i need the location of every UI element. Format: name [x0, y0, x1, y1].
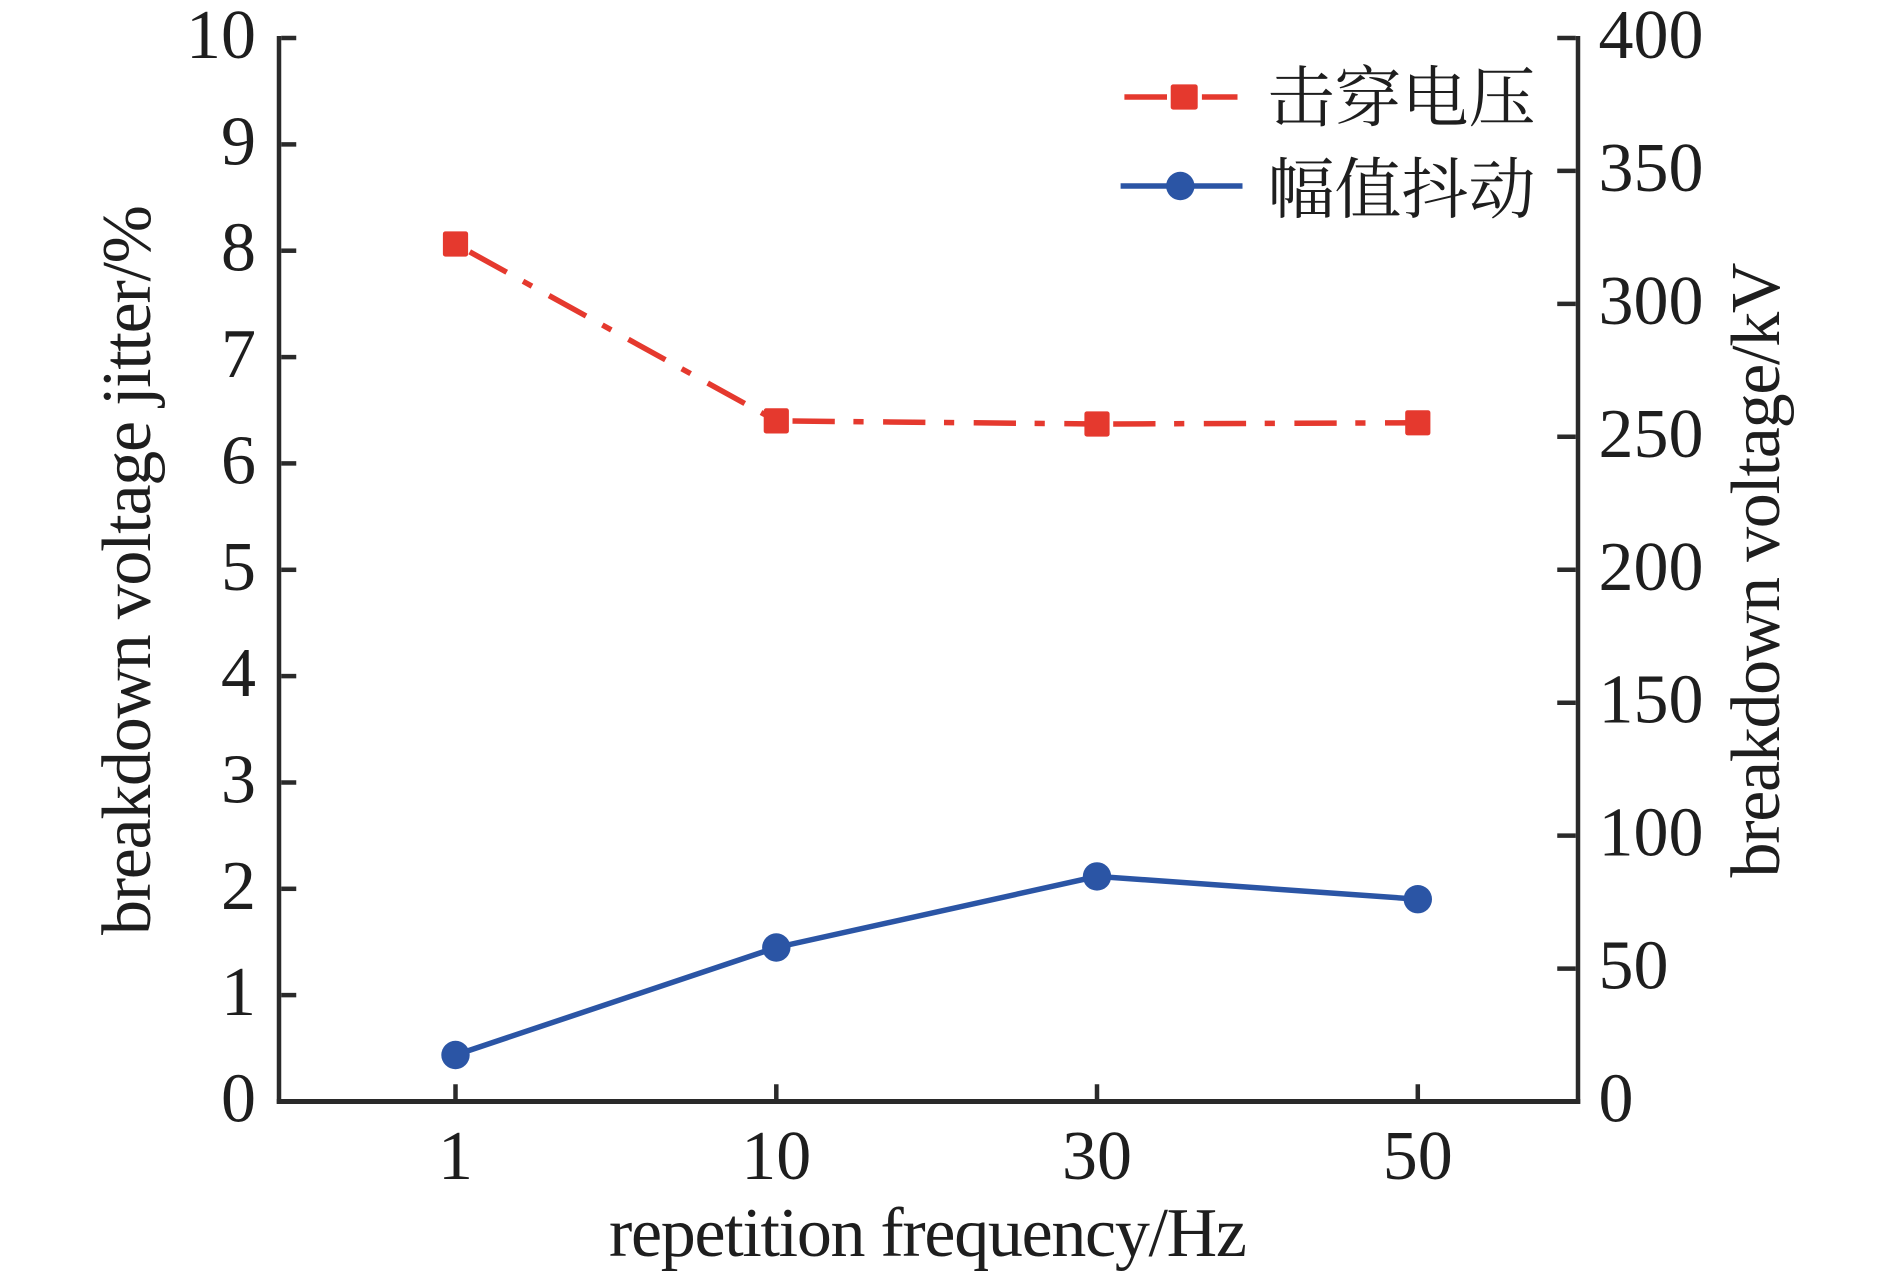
svg-text:400: 400 — [1599, 0, 1704, 74]
svg-text:350: 350 — [1599, 130, 1704, 207]
svg-text:6: 6 — [221, 422, 256, 499]
svg-text:0: 0 — [1599, 1061, 1634, 1138]
svg-text:7: 7 — [221, 316, 256, 393]
svg-text:3: 3 — [221, 742, 256, 819]
svg-text:2: 2 — [221, 848, 256, 925]
svg-text:300: 300 — [1599, 263, 1704, 340]
svg-text:100: 100 — [1599, 795, 1704, 872]
svg-text:1: 1 — [438, 1118, 473, 1195]
svg-text:1: 1 — [221, 954, 256, 1031]
svg-text:10: 10 — [186, 0, 256, 74]
svg-text:repetition frequency/Hz: repetition frequency/Hz — [609, 1195, 1247, 1272]
svg-text:breakdown voltage jitter/%: breakdown voltage jitter/% — [89, 205, 166, 935]
svg-text:9: 9 — [221, 103, 256, 180]
svg-text:30: 30 — [1062, 1118, 1132, 1195]
svg-text:5: 5 — [221, 529, 256, 606]
svg-text:8: 8 — [221, 210, 256, 287]
svg-text:250: 250 — [1599, 396, 1704, 473]
svg-text:4: 4 — [221, 635, 256, 712]
svg-text:150: 150 — [1599, 662, 1704, 739]
svg-text:0: 0 — [221, 1061, 256, 1138]
svg-text:50: 50 — [1599, 928, 1669, 1005]
svg-text:breakdown voltage/kV: breakdown voltage/kV — [1718, 263, 1795, 878]
svg-text:50: 50 — [1383, 1118, 1453, 1195]
svg-text:10: 10 — [741, 1118, 811, 1195]
svg-text:200: 200 — [1599, 529, 1704, 606]
